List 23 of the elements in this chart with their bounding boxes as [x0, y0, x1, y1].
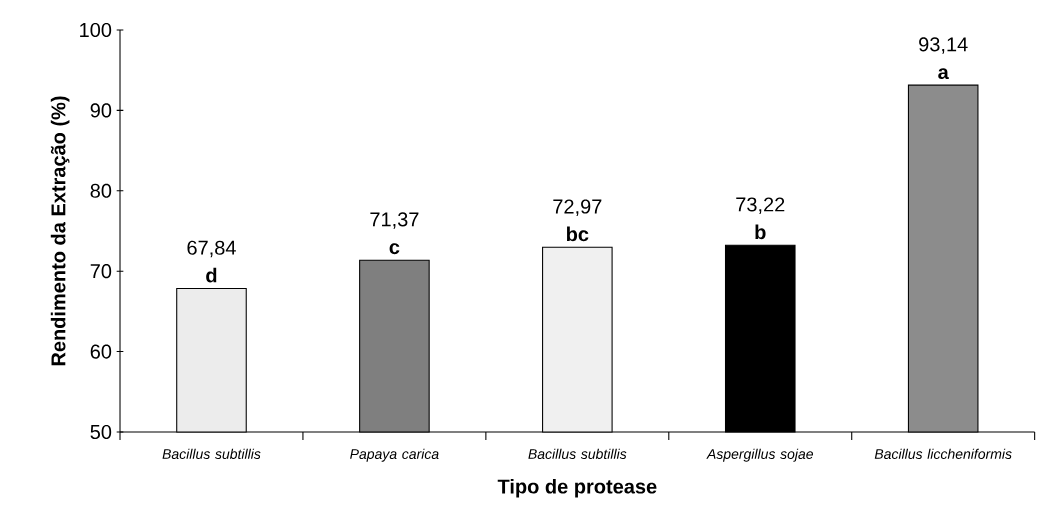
annotation: c: [389, 243, 400, 255]
data-label: 72,97: [553, 199, 602, 216]
y-tick-label: 70: [90, 264, 112, 279]
x-tick-label: Bacillus subtillis: [528, 448, 627, 459]
x-tick-label: Bacillus liccheniformis: [874, 448, 1012, 459]
annotation: bc: [566, 226, 589, 242]
x-tick-label: Bacillus subtillis: [162, 448, 261, 459]
annotation: b: [755, 224, 766, 240]
y-tick-label: 80: [90, 183, 112, 198]
x-tick-label: Papaya carica: [350, 448, 439, 462]
data-label: 67,84: [187, 240, 236, 258]
x-axis-title: Tipo de protease: [497, 478, 657, 498]
x-tick-label: Aspergillus sojae: [706, 448, 814, 462]
y-axis-title: Rendimento da Extração (%): [50, 96, 70, 366]
y-tick-label: 90: [90, 103, 112, 118]
y-tick-label: 50: [90, 424, 112, 440]
data-label: 93,14: [919, 37, 968, 54]
data-label: 73,22: [736, 197, 785, 214]
y-tick-label: 100: [80, 22, 112, 38]
y-tick-label: 60: [90, 344, 112, 359]
data-label: 71,37: [370, 212, 419, 229]
annotation: a: [938, 68, 949, 80]
annotation: d: [206, 267, 217, 283]
